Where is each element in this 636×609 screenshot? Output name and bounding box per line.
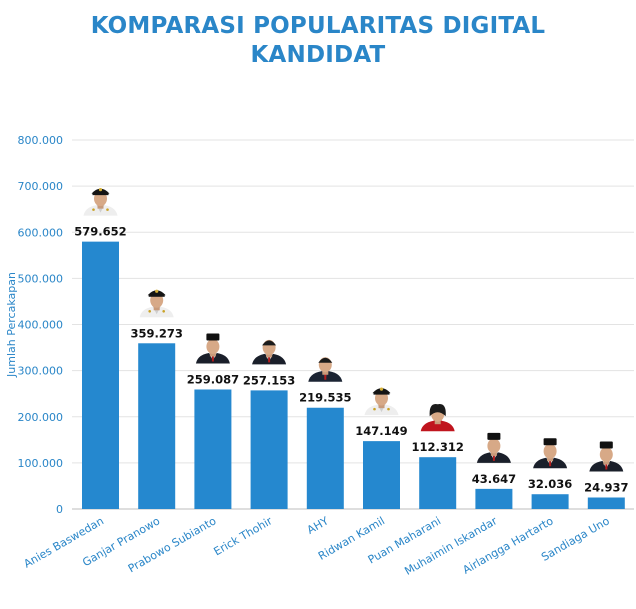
bar [587, 497, 625, 509]
bar-value-label: 579.652 [74, 225, 126, 239]
bar-value-label: 359.273 [131, 326, 183, 340]
y-tick-label: 0 [56, 503, 63, 516]
y-tick-label: 500.000 [18, 272, 64, 285]
y-axis-label: Jumlah Percakapan [5, 272, 18, 378]
bar-value-label: 43.647 [472, 472, 516, 486]
x-tick-label: AHY [305, 514, 331, 537]
bar [531, 494, 569, 509]
bar-value-label: 219.535 [299, 391, 351, 405]
y-tick-label: 300.000 [18, 365, 64, 378]
x-tick-label: Erick Thohir [211, 514, 275, 558]
chart-title: KOMPARASI POPULARITAS DIGITAL KANDIDAT [0, 12, 636, 70]
bar [250, 390, 288, 509]
x-tick-label: Airlangga Hartarto [461, 514, 556, 577]
y-tick-label: 200.000 [18, 411, 64, 424]
bar [194, 389, 232, 509]
bar-value-label: 24.937 [584, 480, 628, 494]
bar [306, 407, 344, 509]
official-white-uniform-portrait-icon [83, 188, 118, 216]
bar-value-label: 147.149 [355, 424, 407, 438]
bar [475, 488, 513, 509]
peci-black-suit-portrait-icon [533, 438, 568, 469]
official-white-uniform-portrait-icon [139, 289, 174, 318]
black-suit-portrait-icon [252, 339, 287, 365]
official-white-uniform-portrait-icon [364, 387, 399, 416]
bar-value-label: 259.087 [187, 372, 239, 386]
bar [138, 343, 176, 509]
x-tick-label: Muhaimin Iskandar [402, 514, 499, 578]
bar [363, 441, 400, 509]
peci-black-suit-portrait-icon [589, 441, 624, 472]
bar [82, 241, 119, 510]
dark-suit-portrait-icon [308, 357, 343, 382]
bar-value-label: 112.312 [412, 440, 464, 454]
peci-black-suit-portrait-icon [195, 333, 230, 364]
chart-title-line-1: KOMPARASI POPULARITAS DIGITAL [90, 13, 546, 39]
y-tick-label: 800.000 [18, 134, 64, 147]
bar [419, 457, 457, 509]
chart-title-line-2: KANDIDAT [250, 42, 386, 68]
y-tick-label: 100.000 [18, 457, 64, 470]
y-tick-label: 400.000 [18, 319, 64, 332]
red-outfit-woman-portrait-icon [420, 403, 455, 432]
y-tick-label: 600.000 [18, 226, 64, 239]
bar-value-label: 257.153 [243, 373, 295, 387]
peci-black-suit-portrait-icon [476, 432, 511, 463]
bar-value-label: 32.036 [528, 477, 572, 491]
y-tick-label: 700.000 [18, 180, 64, 193]
